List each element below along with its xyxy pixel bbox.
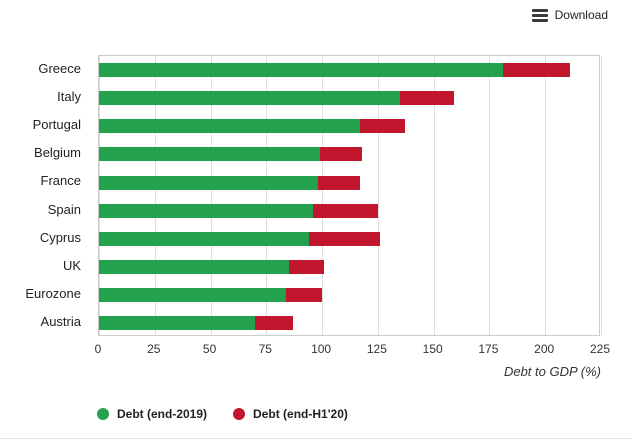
x-tick-label-200: 200 — [534, 342, 555, 356]
plot-area — [98, 55, 602, 336]
legend-label-end-2019: Debt (end-2019) — [117, 407, 208, 421]
x-tick-label-50: 50 — [202, 342, 217, 356]
bar-italy-end-2019[interactable] — [99, 91, 401, 106]
bar-spain-end-2019[interactable] — [99, 203, 314, 218]
download-button[interactable]: Download — [531, 8, 608, 22]
bar-italy-end-h120[interactable] — [400, 91, 454, 106]
x-tick-label-0: 0 — [94, 342, 102, 356]
download-label: Download — [554, 8, 608, 22]
gridline-50 — [210, 56, 212, 335]
gridline-25 — [154, 56, 156, 335]
gridline-175 — [489, 56, 491, 335]
bar-greece-end-2019[interactable] — [99, 63, 503, 78]
bar-cyprus-end-h120[interactable] — [308, 231, 381, 246]
bar-uk-end-2019[interactable] — [99, 259, 289, 274]
legend-item-end-h120[interactable]: Debt (end-H1'20) — [233, 407, 348, 421]
hamburger-menu-icon — [531, 8, 548, 22]
legend-item-end-2019[interactable]: Debt (end-2019) — [97, 407, 207, 421]
y-axis-label-portugal: Portugal — [32, 117, 81, 133]
bar-spain-end-h120[interactable] — [313, 203, 378, 218]
gridline-225 — [601, 56, 602, 335]
y-axis-label-cyprus: Cyprus — [39, 229, 81, 245]
y-axis-label-eurozone: Eurozone — [25, 285, 81, 301]
x-tick-label-100: 100 — [311, 342, 332, 356]
bar-austria-end-h120[interactable] — [255, 315, 294, 330]
legend-marker-green — [97, 408, 109, 420]
bar-austria-end-2019[interactable] — [99, 315, 256, 330]
bar-eurozone-end-2019[interactable] — [99, 287, 287, 302]
y-axis-label-belgium: Belgium — [34, 145, 81, 161]
bar-belgium-end-2019[interactable] — [99, 147, 320, 162]
x-tick-label-225: 225 — [589, 342, 611, 356]
x-tick-label-175: 175 — [478, 342, 499, 356]
bar-eurozone-end-h120[interactable] — [286, 287, 323, 302]
gridline-200 — [545, 56, 547, 335]
y-axis-label-spain: Spain — [47, 201, 81, 217]
gridline-75 — [266, 56, 268, 335]
bar-portugal-end-2019[interactable] — [99, 119, 360, 134]
y-axis-labels: Greece Italy Portugal Belgium France Spain Cyp… — [0, 55, 90, 336]
bar-uk-end-h120[interactable] — [288, 259, 325, 274]
x-axis-title: Debt to GDP (%) — [503, 364, 601, 379]
y-axis-label-uk: UK — [62, 257, 81, 273]
bar-portugal-end-h120[interactable] — [360, 119, 405, 134]
bottom-divider — [0, 438, 631, 439]
x-axis-ticks: 0 25 50 75 100 125 150 175 200 225 — [95, 342, 610, 358]
x-tick-label-75: 75 — [258, 342, 272, 356]
bar-belgium-end-h120[interactable] — [319, 147, 363, 162]
gridline-125 — [377, 56, 379, 335]
bar-france-end-h120[interactable] — [317, 175, 360, 190]
bar-france-end-2019[interactable] — [99, 175, 318, 190]
gridline-150 — [433, 56, 435, 335]
gridline-100 — [322, 56, 324, 335]
legend: Debt (end-2019) Debt (end-H1'20) — [97, 407, 348, 421]
x-tick-label-150: 150 — [422, 342, 443, 356]
bar-cyprus-end-2019[interactable] — [99, 231, 309, 246]
x-tick-label-25: 25 — [147, 342, 161, 356]
legend-label-end-h120: Debt (end-H1'20) — [253, 407, 348, 421]
legend-marker-red — [233, 408, 246, 420]
y-axis-label-france: France — [40, 173, 81, 189]
bar-greece-end-h120[interactable] — [502, 63, 570, 78]
gridline-0 — [99, 56, 100, 335]
y-axis-label-austria: Austria — [40, 313, 81, 329]
x-tick-label-125: 125 — [366, 342, 387, 356]
y-axis-label-greece: Greece — [38, 61, 81, 76]
y-axis-label-italy: Italy — [57, 89, 81, 105]
